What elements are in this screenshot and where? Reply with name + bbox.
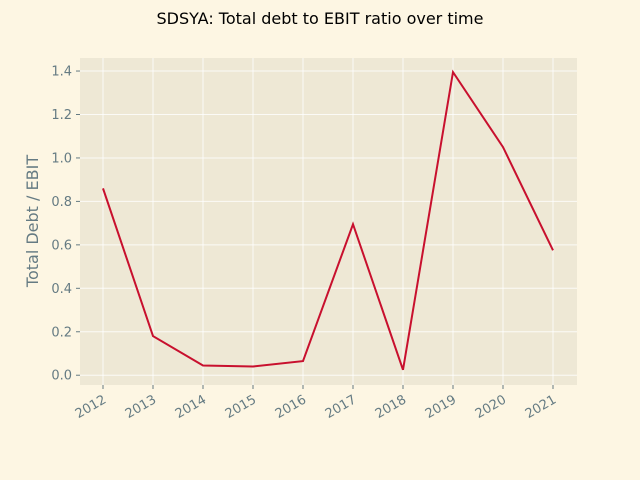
y-tick-label: 1.4	[51, 65, 72, 80]
y-tick-label: 0.2	[51, 325, 72, 340]
x-axis: 2012 2013 2014 2015 2016 2017 2018 2019 2020 2021	[73, 385, 559, 422]
x-tick-label: 2016	[273, 392, 309, 422]
grid	[80, 58, 577, 385]
y-axis-label: Total Debt / EBIT	[23, 155, 42, 288]
chart-title: SDSYA: Total debt to EBIT ratio over tim…	[157, 9, 484, 28]
y-tick-label: 0.8	[51, 195, 72, 210]
x-tick-label: 2012	[73, 392, 109, 422]
series-group	[102, 69, 554, 371]
y-tick-label: 0.0	[51, 369, 72, 384]
x-tick-label: 2020	[473, 392, 509, 422]
y-axis: 0.0 0.2 0.4 0.6 0.8 1.0 1.2 1.4	[51, 65, 80, 384]
y-tick-label: 0.4	[51, 282, 72, 297]
series-line	[102, 69, 554, 371]
y-tick-label: 1.0	[51, 151, 72, 166]
x-tick-label: 2015	[223, 392, 259, 422]
y-tick-label: 0.6	[51, 238, 72, 253]
plot-area	[80, 58, 577, 385]
x-tick-label: 2019	[423, 392, 459, 422]
y-tick-label: 1.2	[51, 108, 72, 123]
x-tick-label: 2014	[173, 392, 209, 422]
x-tick-label: 2021	[523, 392, 559, 422]
x-tick-label: 2018	[373, 392, 409, 422]
x-tick-label: 2017	[323, 392, 359, 422]
x-tick-label: 2013	[123, 392, 159, 422]
